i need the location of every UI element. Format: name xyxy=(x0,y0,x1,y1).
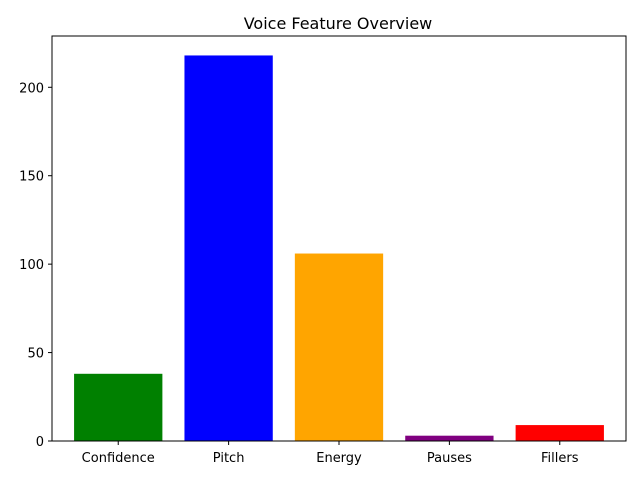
bars-group xyxy=(74,55,604,441)
bar-energy xyxy=(294,253,384,441)
bar-confidence xyxy=(74,373,163,441)
y-tick-label: 50 xyxy=(27,347,44,362)
x-axis: Confidence Pitch Energy Pauses Fillers xyxy=(82,441,579,466)
plot-frame xyxy=(51,35,627,442)
bar-pitch xyxy=(184,55,273,441)
chart-title: Voice Feature Overview xyxy=(244,14,433,33)
x-tick-label: Energy xyxy=(316,451,362,466)
y-tick-label: 150 xyxy=(19,170,44,185)
y-axis: 0 50 100 150 200 xyxy=(19,81,52,450)
y-tick-label: 0 xyxy=(36,435,44,450)
y-tick-label: 100 xyxy=(19,258,44,273)
x-tick-label: Confidence xyxy=(82,451,155,466)
x-tick-label: Pauses xyxy=(427,451,472,466)
y-tick-label: 200 xyxy=(19,81,44,96)
x-tick-label: Pitch xyxy=(213,451,245,466)
bar-pauses xyxy=(405,435,494,441)
bar-fillers xyxy=(515,425,604,441)
x-tick-label: Fillers xyxy=(541,451,579,466)
